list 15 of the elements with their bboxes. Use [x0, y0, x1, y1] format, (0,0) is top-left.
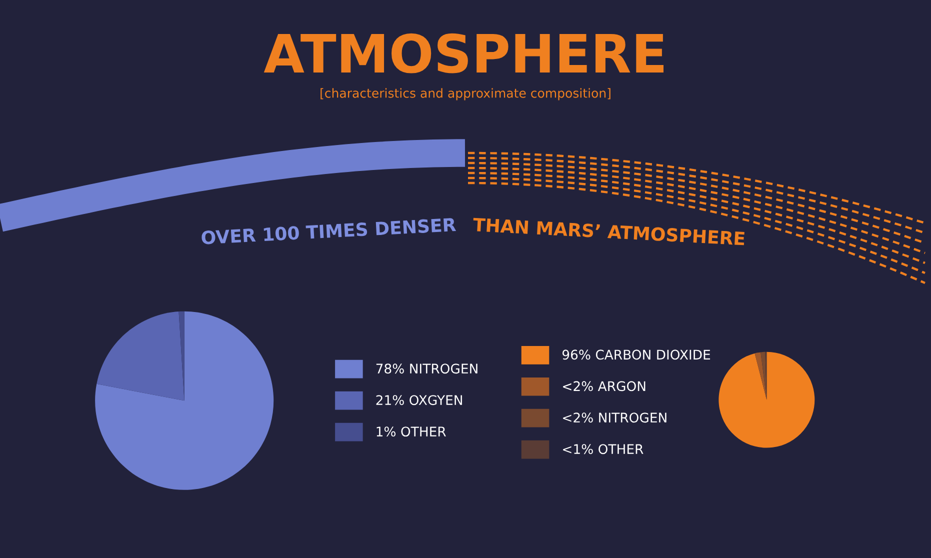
text: OVER 100 TIMES DENSER	[201, 218, 456, 245]
chart-title: ATMOSPHERE	[264, 33, 664, 74]
pie-slice	[95, 311, 274, 490]
legend-label: <2% NITROGEN	[563, 412, 666, 423]
legend-label: 21% OXGYEN	[376, 395, 462, 406]
chart-subtitle: [characteristics and approximate composition]	[320, 88, 610, 100]
legend-label: 96% CARBON DIOXIDE	[562, 350, 710, 360]
text: THAN MARS’ ATMOSPHERE	[472, 218, 745, 246]
legend-label: 78% NITROGEN	[376, 364, 478, 374]
pie-slice	[96, 312, 184, 401]
legend-label: <2% ARGON	[563, 381, 646, 392]
pie-slice	[754, 352, 767, 400]
legend-label: 1% OTHER	[376, 426, 446, 437]
pie-slice	[718, 352, 815, 448]
legend-label: <1% OTHER	[563, 444, 644, 454]
